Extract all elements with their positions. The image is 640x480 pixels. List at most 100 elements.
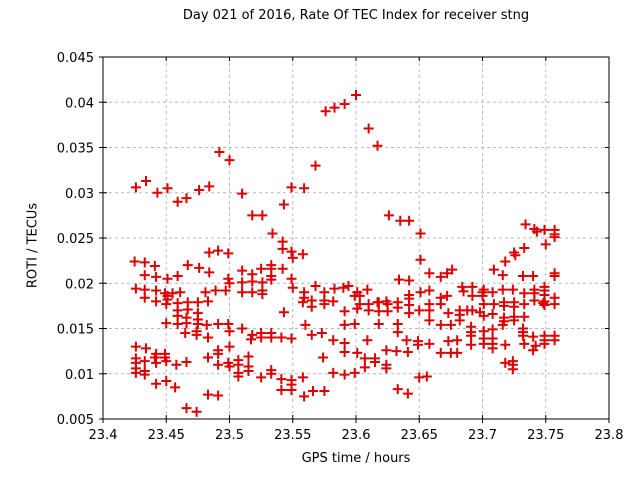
data-point-marker	[458, 286, 469, 297]
data-point-marker	[392, 302, 403, 313]
data-point-marker	[401, 335, 412, 346]
data-point-marker	[467, 290, 478, 301]
data-point-marker	[223, 248, 234, 259]
data-point-marker	[343, 280, 354, 291]
y-tick-label: 0.045	[57, 51, 94, 66]
data-point-marker	[129, 256, 140, 267]
data-point-marker	[538, 298, 549, 309]
data-point-marker	[488, 299, 499, 310]
data-point-marker	[435, 347, 446, 358]
data-point-marker	[171, 359, 182, 370]
y-tick-label: 0.025	[57, 232, 94, 247]
data-point-marker	[182, 304, 193, 315]
data-point-marker	[286, 246, 297, 257]
data-point-marker	[194, 185, 205, 196]
data-point-marker	[130, 367, 141, 378]
data-point-marker	[277, 243, 288, 254]
data-point-marker	[318, 352, 329, 363]
data-point-marker	[467, 305, 478, 316]
data-point-marker	[130, 182, 141, 193]
data-point-marker	[507, 364, 518, 375]
data-point-marker	[507, 284, 518, 295]
data-point-marker	[243, 351, 254, 362]
data-point-marker	[339, 337, 350, 348]
data-point-marker	[286, 385, 297, 396]
data-point-marker	[415, 287, 426, 298]
data-point-marker	[445, 319, 456, 330]
data-point-marker	[415, 228, 426, 239]
data-point-marker	[528, 345, 539, 356]
data-point-marker	[391, 346, 402, 357]
data-point-marker	[369, 356, 380, 367]
x-tick-label: 23.5	[215, 428, 244, 443]
data-point-marker	[139, 356, 150, 367]
data-point-marker	[306, 329, 317, 340]
y-tick-label: 0.035	[57, 142, 94, 157]
y-tick-label: 0.01	[65, 368, 94, 383]
data-point-marker	[266, 332, 277, 343]
data-point-marker	[139, 369, 150, 380]
data-point-marker	[307, 385, 318, 396]
data-point-marker	[256, 332, 267, 343]
data-point-marker	[151, 271, 162, 282]
data-point-marker	[402, 388, 413, 399]
x-tick-label: 23.6	[342, 428, 371, 443]
x-tick-label: 23.75	[527, 428, 564, 443]
data-point-marker	[210, 285, 221, 296]
data-point-marker	[204, 267, 215, 278]
data-point-marker	[392, 384, 403, 395]
data-point-marker	[435, 271, 446, 282]
data-point-marker	[349, 367, 360, 378]
data-point-marker	[180, 328, 191, 339]
data-point-marker	[338, 282, 349, 293]
data-point-marker	[519, 311, 530, 322]
data-point-marker	[549, 335, 560, 346]
x-tick-label: 23.4	[89, 428, 118, 443]
x-tick-label: 23.55	[274, 428, 311, 443]
data-point-marker	[362, 284, 373, 295]
data-point-marker	[424, 315, 435, 326]
data-point-marker	[162, 273, 173, 284]
data-point-marker	[319, 299, 330, 310]
data-point-marker	[477, 290, 488, 301]
data-point-marker	[152, 187, 163, 198]
y-tick-label: 0.015	[57, 323, 94, 338]
data-point-marker	[363, 305, 374, 316]
data-point-marker	[452, 335, 463, 346]
y-tick-label: 0.03	[65, 187, 94, 202]
data-point-marker	[539, 224, 550, 235]
data-point-marker	[310, 160, 321, 171]
data-point-marker	[192, 318, 203, 329]
data-point-marker	[172, 196, 183, 207]
data-point-marker	[256, 263, 267, 274]
data-point-marker	[509, 315, 520, 326]
data-point-marker	[149, 352, 160, 363]
data-point-marker	[539, 338, 550, 349]
data-point-marker	[517, 330, 528, 341]
data-point-marker	[223, 273, 234, 284]
data-point-marker	[549, 232, 560, 243]
data-point-marker	[528, 331, 539, 342]
data-point-marker	[192, 297, 203, 308]
data-point-marker	[466, 330, 477, 341]
data-point-marker	[161, 299, 172, 310]
data-point-marker	[181, 193, 192, 204]
data-point-marker	[223, 318, 234, 329]
data-point-marker	[224, 361, 235, 372]
data-point-marker	[214, 147, 225, 158]
data-point-marker	[328, 335, 339, 346]
data-point-marker	[528, 271, 539, 282]
data-point-marker	[297, 372, 308, 383]
data-point-marker	[402, 347, 413, 358]
data-point-marker	[328, 367, 339, 378]
data-point-marker	[181, 356, 192, 367]
data-point-marker	[540, 239, 551, 250]
data-point-marker	[443, 308, 454, 319]
data-point-marker	[297, 297, 308, 308]
data-point-marker	[517, 271, 528, 282]
data-point-marker	[161, 318, 172, 329]
data-point-marker	[487, 309, 498, 320]
data-point-marker	[435, 299, 446, 310]
data-point-marker	[394, 274, 405, 285]
